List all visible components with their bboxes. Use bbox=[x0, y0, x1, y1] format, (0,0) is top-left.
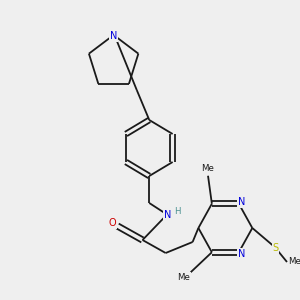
Text: N: N bbox=[238, 197, 245, 207]
Text: Me: Me bbox=[178, 273, 190, 282]
Text: H: H bbox=[174, 208, 180, 217]
Text: Me: Me bbox=[288, 257, 300, 266]
Text: N: N bbox=[164, 210, 171, 220]
Text: N: N bbox=[238, 249, 245, 259]
Text: N: N bbox=[110, 31, 117, 41]
Text: Me: Me bbox=[202, 164, 214, 173]
Text: S: S bbox=[272, 243, 278, 253]
Text: O: O bbox=[109, 218, 116, 228]
